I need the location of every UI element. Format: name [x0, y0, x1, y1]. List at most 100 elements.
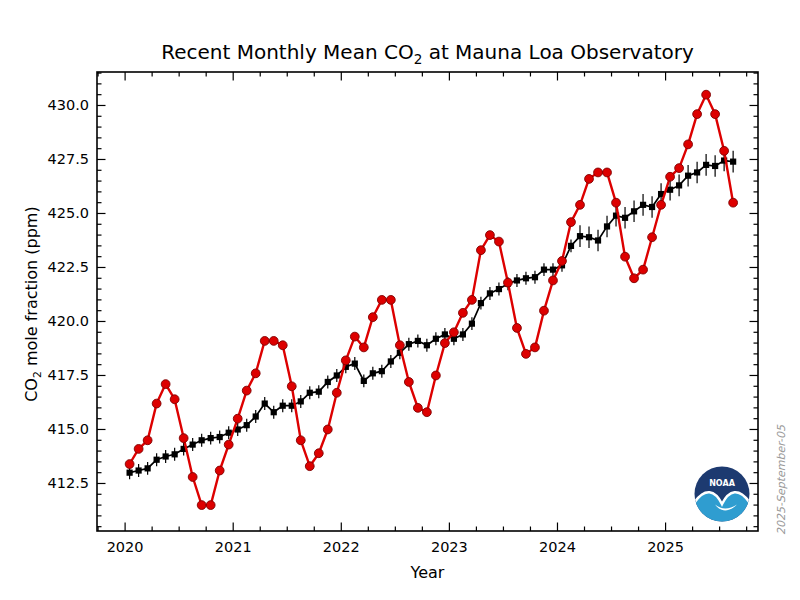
trend-point — [487, 290, 493, 296]
trend-point — [208, 435, 214, 441]
plot-border — [97, 72, 758, 531]
monthly-mean-point — [468, 295, 477, 304]
trend-point — [631, 208, 637, 214]
monthly-mean-point — [684, 140, 693, 149]
monthly-mean-point — [386, 295, 395, 304]
monthly-mean-point — [251, 369, 260, 378]
monthly-mean-point — [359, 343, 368, 352]
trend-point — [541, 267, 547, 273]
trend-point — [676, 182, 682, 188]
trend-point — [442, 331, 448, 337]
noaa-logo: NOAA — [694, 466, 750, 522]
trend-point — [145, 465, 151, 471]
monthly-mean-point — [152, 399, 161, 408]
monthly-mean-point — [224, 440, 233, 449]
monthly-mean-point — [422, 408, 431, 417]
trend-point — [469, 321, 475, 327]
monthly-mean-point — [522, 349, 531, 358]
trend-point — [127, 470, 133, 476]
trend-point — [685, 173, 691, 179]
trend-point — [568, 243, 574, 249]
co2-chart-figure: Recent Monthly Mean CO2 at Mauna Loa Obs… — [0, 0, 800, 600]
trend-point — [298, 398, 304, 404]
trend-point — [307, 390, 313, 396]
monthly-mean-point — [125, 460, 134, 469]
trend-point — [379, 368, 385, 374]
x-tick-label: 2024 — [539, 539, 576, 555]
trend-point — [622, 215, 628, 221]
trend-point — [217, 434, 223, 440]
trend-point — [694, 169, 700, 175]
monthly-mean-point — [269, 337, 278, 346]
trend-point — [262, 400, 268, 406]
monthly-mean-point — [513, 324, 522, 333]
y-tick-label: 417.5 — [47, 367, 89, 383]
monthly-mean-point — [495, 237, 504, 246]
trend-point — [433, 336, 439, 342]
monthly-mean-point — [711, 110, 720, 119]
monthly-mean-point — [134, 445, 143, 454]
trend-point — [172, 451, 178, 457]
monthly-mean-point — [179, 434, 188, 443]
trend-point — [532, 274, 538, 280]
monthly-mean-point — [260, 337, 269, 346]
monthly-mean-point — [233, 414, 242, 423]
monthly-mean-point — [459, 308, 468, 317]
monthly-mean-point — [395, 341, 404, 350]
monthly-mean-point — [567, 218, 576, 227]
monthly-mean-point — [504, 278, 513, 287]
monthly-mean-point — [648, 233, 657, 242]
trend-point — [154, 457, 160, 463]
monthly-mean-point — [486, 231, 495, 240]
monthly-mean-point — [576, 200, 585, 209]
trend-point — [523, 275, 529, 281]
trend-point — [406, 341, 412, 347]
monthly-mean-point — [594, 168, 603, 177]
monthly-mean-point — [449, 328, 458, 337]
monthly-mean-point — [215, 466, 224, 475]
trend-point — [370, 370, 376, 376]
trend-point — [190, 442, 196, 448]
trend-point — [514, 277, 520, 283]
monthly-mean-point — [558, 257, 567, 266]
trend-point — [604, 223, 610, 229]
trend-point — [253, 413, 259, 419]
trend-point — [424, 342, 430, 348]
monthly-mean-point — [693, 110, 702, 119]
trend-point — [388, 358, 394, 364]
monthly-mean-point — [612, 198, 621, 207]
x-tick-label: 2020 — [107, 539, 144, 555]
y-tick-label: 422.5 — [47, 259, 89, 275]
y-tick-label: 425.0 — [47, 205, 89, 221]
monthly-mean-point — [242, 386, 251, 395]
monthly-mean-point — [621, 252, 630, 261]
monthly-mean-point — [431, 371, 440, 380]
y-tick-label: 427.5 — [47, 151, 89, 167]
monthly-mean-point — [413, 403, 422, 412]
x-tick-label: 2023 — [431, 539, 468, 555]
trend-point — [244, 422, 250, 428]
monthly-mean-point — [170, 395, 179, 404]
noaa-logo-text: NOAA — [709, 479, 735, 488]
trend-point — [586, 234, 592, 240]
monthly-mean-point — [350, 332, 359, 341]
monthly-mean-point — [675, 164, 684, 173]
monthly-mean-point — [323, 425, 332, 434]
monthly-mean-line — [130, 95, 734, 505]
monthly-mean-point — [720, 146, 729, 155]
trend-point — [163, 453, 169, 459]
plot-area: 202020212022202320242025412.5415.0417.54… — [0, 0, 800, 600]
trend-point — [352, 361, 358, 367]
monthly-mean-point — [206, 501, 215, 510]
trend-point — [649, 204, 655, 210]
x-axis-label: Year — [97, 563, 758, 582]
trend-point — [550, 267, 556, 273]
monthly-mean-point — [477, 246, 486, 255]
monthly-mean-point — [440, 339, 449, 348]
trend-point — [640, 202, 646, 208]
monthly-mean-point — [143, 436, 152, 445]
monthly-mean-point — [702, 90, 711, 99]
monthly-mean-point — [278, 341, 287, 350]
trend-point — [496, 286, 502, 292]
trend-point — [325, 379, 331, 385]
